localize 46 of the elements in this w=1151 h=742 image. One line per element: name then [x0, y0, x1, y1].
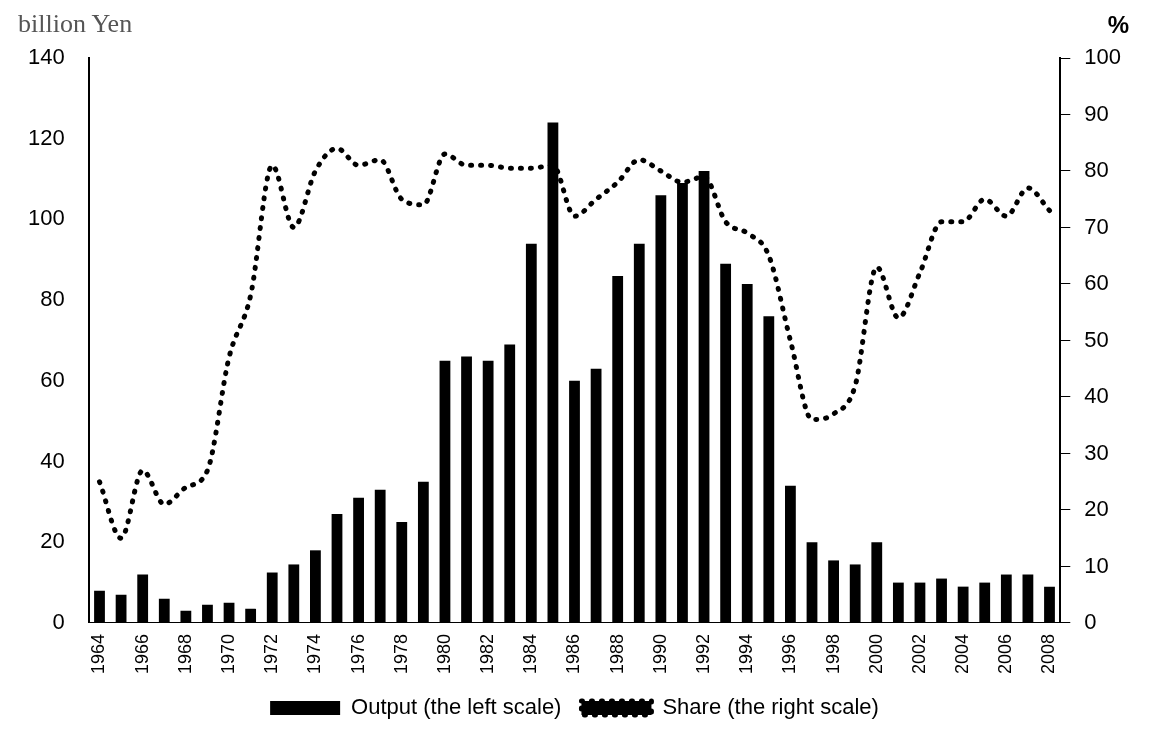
y2-tick-label: 100	[1084, 44, 1122, 70]
y2-tick-label: 70	[1084, 213, 1109, 239]
y2-tick-label: 80	[1084, 157, 1109, 183]
y-axis-title: billion Yen	[18, 8, 133, 38]
y2-axis-title: %	[1107, 10, 1129, 38]
x-tick-label: 1964	[88, 633, 109, 674]
x-tick-label: 2004	[952, 633, 973, 674]
x-tick-label: 2006	[995, 633, 1016, 674]
y-tick-label: 40	[40, 447, 65, 473]
x-tick-label: 1984	[520, 633, 541, 674]
x-tick-label: 1986	[563, 633, 584, 674]
x-tick-label: 2002	[908, 633, 929, 674]
y-tick-label: 140	[27, 44, 65, 70]
y2-tick-label: 10	[1084, 552, 1109, 578]
x-tick-label: 2008	[1038, 633, 1059, 674]
x-tick-label: 1994	[736, 633, 757, 674]
y2-tick-label: 0	[1084, 609, 1097, 635]
x-tick-label: 1998	[822, 633, 843, 674]
y-tick-label: 80	[40, 286, 65, 312]
legend-label: Output (the left scale)	[351, 694, 562, 720]
y-tick-label: 0	[52, 609, 65, 635]
y2-tick-label: 30	[1084, 439, 1109, 465]
x-tick-label: 1978	[390, 633, 411, 674]
x-tick-label: 1988	[606, 633, 627, 674]
x-tick-label: 1966	[131, 633, 152, 674]
x-tick-label: 1982	[477, 633, 498, 674]
y2-tick-label: 60	[1084, 270, 1109, 296]
x-tick-label: 1976	[347, 633, 368, 674]
y2-tick-label: 20	[1084, 496, 1109, 522]
x-tick-label: 1980	[433, 633, 454, 674]
y2-tick-label: 50	[1084, 326, 1109, 352]
x-tick-label: 1972	[261, 633, 282, 674]
y-tick-label: 100	[27, 205, 65, 231]
x-tick-label: 1990	[649, 633, 670, 674]
y-tick-label: 20	[40, 528, 65, 554]
y2-tick-label: 90	[1084, 100, 1109, 126]
x-tick-label: 2000	[865, 633, 886, 674]
y-tick-label: 60	[40, 366, 65, 392]
x-tick-label: 1970	[218, 633, 239, 674]
x-tick-label: 1968	[174, 633, 195, 674]
y-tick-label: 120	[27, 124, 65, 150]
x-tick-label: 1974	[304, 633, 325, 674]
x-tick-label: 1996	[779, 633, 800, 674]
x-tick-label: 1992	[693, 633, 714, 674]
legend-label: Share (the right scale)	[662, 694, 879, 720]
y2-tick-label: 40	[1084, 383, 1109, 409]
